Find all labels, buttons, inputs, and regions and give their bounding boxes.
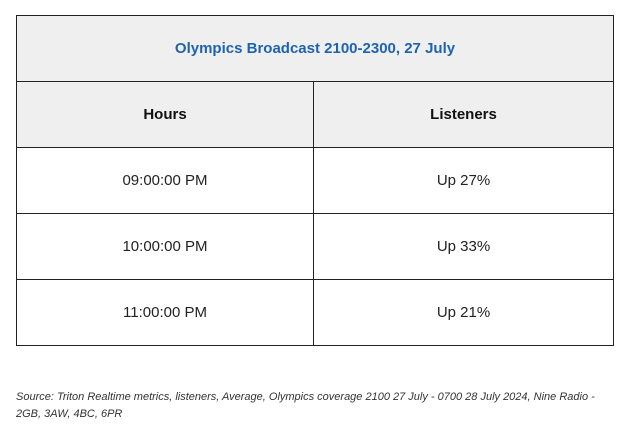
listeners-cell: Up 27% <box>312 147 615 214</box>
listeners-cell: Up 21% <box>312 279 615 346</box>
column-header-listeners: Listeners <box>312 81 615 148</box>
table-title: Olympics Broadcast 2100-2300, 27 July <box>15 15 615 82</box>
listeners-cell: Up 33% <box>312 213 615 280</box>
column-header-hours: Hours <box>16 81 314 148</box>
table-row: 11:00:00 PM Up 21% <box>16 279 615 346</box>
listeners-table: Olympics Broadcast 2100-2300, 27 July Ho… <box>15 15 615 346</box>
hour-cell: 09:00:00 PM <box>16 147 314 214</box>
table-header-row: Hours Listeners <box>16 81 615 148</box>
listeners-table-container: Olympics Broadcast 2100-2300, 27 July Ho… <box>15 15 615 346</box>
hour-cell: 11:00:00 PM <box>16 279 314 346</box>
source-note: Source: Triton Realtime metrics, listene… <box>16 391 595 420</box>
hour-cell: 10:00:00 PM <box>16 213 314 280</box>
table-title-row: Olympics Broadcast 2100-2300, 27 July <box>15 15 615 82</box>
table-row: 09:00:00 PM Up 27% <box>16 147 615 214</box>
table-row: 10:00:00 PM Up 33% <box>16 213 615 280</box>
